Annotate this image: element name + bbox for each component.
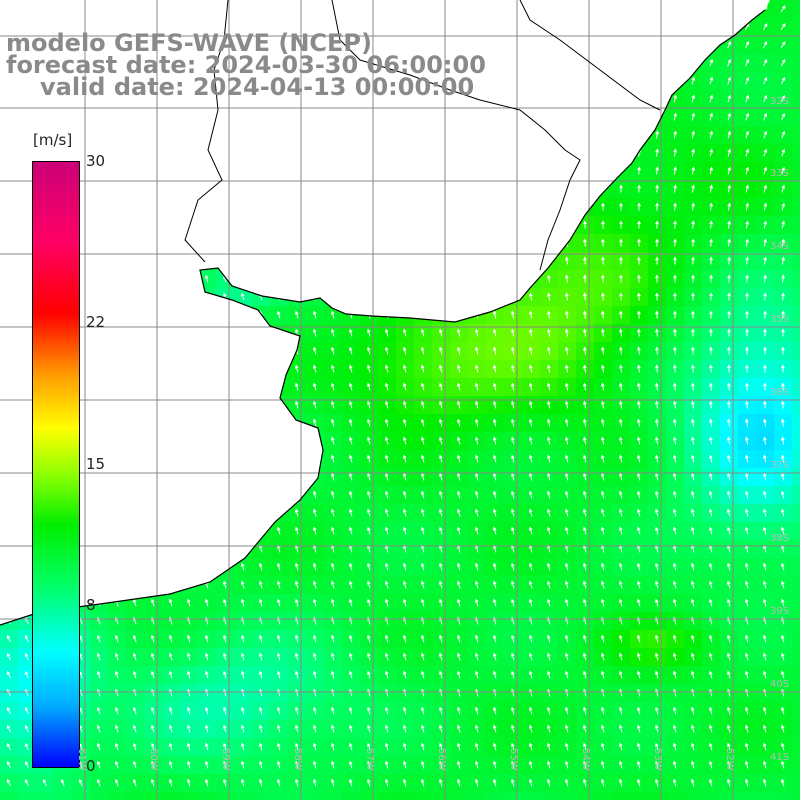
boundary-line [519,0,661,111]
model-title: modelo GEFS-WAVE (NCEP) [6,29,372,57]
lon-label: 59W [220,748,231,771]
lat-label: 32S [770,96,790,107]
colorbar-tick-label: 0 [86,757,96,775]
lat-label: 35S [770,314,790,325]
lat-label: 37S [770,460,790,471]
lon-label: 56W [436,748,447,771]
valid-date: valid date: 2024-04-13 00:00:00 [40,73,475,101]
boundary-line [184,0,229,263]
colorbar-tick-label: 30 [86,152,106,170]
lon-label: 57W [364,748,375,771]
colorbar-tick-label: 8 [86,595,96,614]
colorbar [32,161,80,768]
lon-label: 55W [508,748,519,771]
lon-label: 61W [76,748,87,771]
lon-label: 54W [580,748,591,771]
colorbar-tick-label: 22 [86,313,106,332]
coastline [0,9,766,626]
lat-label: 38S [770,533,790,544]
forecast-date: forecast date: 2024-03-30 06:00:00 [6,51,486,79]
lon-label: 58W [292,748,303,771]
colorbar-units: m/s [33,131,72,149]
lon-label: 52W [724,748,735,771]
lat-label: 39S [770,606,790,617]
lon-label: 53W [652,748,663,771]
lat-label: 34S [770,241,790,252]
lat-label: 41S [770,752,790,763]
colorbar-tick-label: 15 [86,454,106,473]
lat-label: 40S [770,679,790,690]
lat-label: 36S [770,387,790,398]
boundary-line [331,0,581,271]
lat-label: 33S [770,168,790,179]
lon-label: 60W [148,748,159,771]
